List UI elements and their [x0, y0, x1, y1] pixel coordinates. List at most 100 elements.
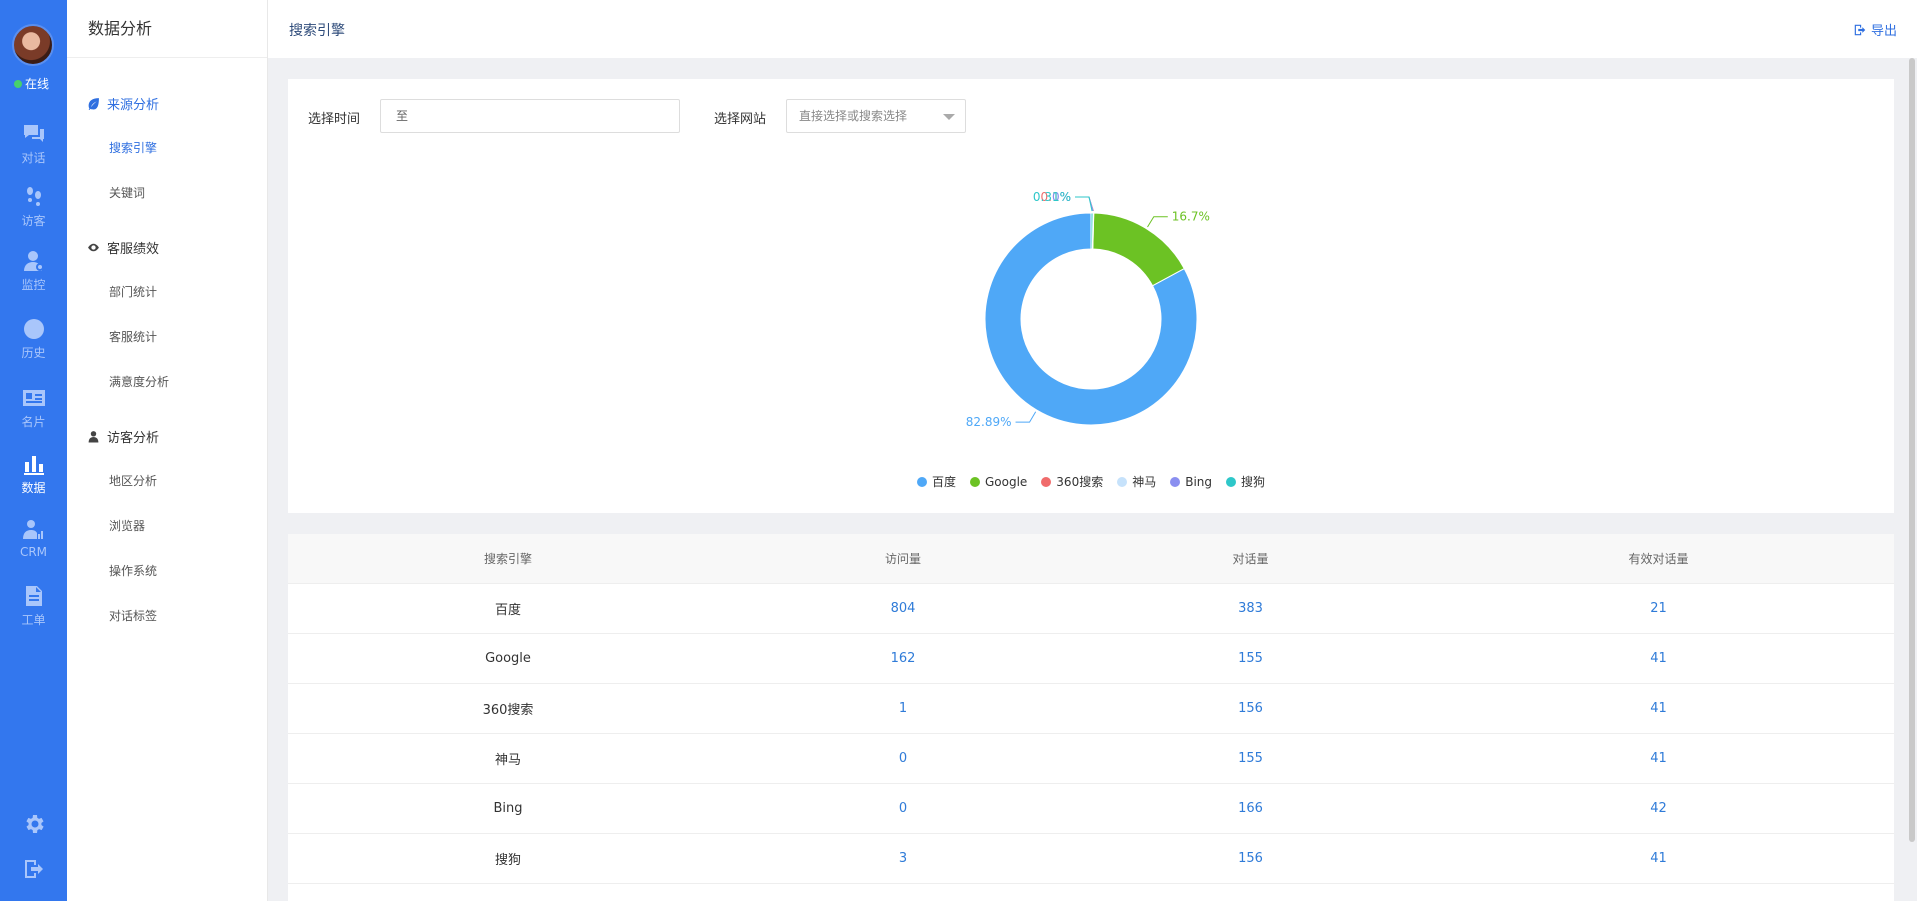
donut-slice[interactable] [1090, 212, 1094, 250]
status-label: 在线 [25, 77, 50, 91]
sidebar-item-satisfaction[interactable]: 满意度分析 [109, 375, 170, 389]
logout-icon [25, 860, 43, 878]
table-row: 百度 804 383 21 [288, 584, 1894, 634]
header-chats: 对话量 [1232, 552, 1269, 566]
value-cell: 41 [1650, 701, 1667, 716]
card-icon [22, 390, 45, 406]
settings-button[interactable] [22, 812, 46, 836]
slice-label: 82.89% [966, 415, 1012, 429]
legend-item[interactable]: 360搜索 [1041, 473, 1103, 490]
engine-name-cell: Bing [493, 801, 523, 816]
rail-item-label: 数据 [21, 481, 46, 495]
sidebar-group-performance[interactable]: 客服绩效 [87, 238, 159, 257]
value-cell: 166 [1238, 801, 1263, 816]
export-button[interactable]: 导出 [1853, 20, 1897, 39]
rail-item-ticket[interactable]: 工单 [0, 584, 67, 628]
legend-item[interactable]: Bing [1170, 473, 1212, 490]
rail-item-visitor[interactable]: 访客 [0, 185, 67, 229]
rail-item-monitor[interactable]: 监控 [0, 249, 67, 293]
engine-name-cell: 360搜索 [482, 703, 534, 718]
status-dot [14, 79, 22, 88]
rail-item-label: 历史 [21, 346, 46, 360]
rail-item-card[interactable]: 名片 [0, 386, 67, 430]
value-cell: 162 [890, 651, 916, 666]
site-select-placeholder: 直接选择或搜索选择 [799, 109, 908, 123]
legend-swatch [1226, 476, 1237, 487]
value-cell: 155 [1238, 651, 1263, 666]
legend-label: 百度 [931, 475, 956, 489]
value-cell: 1 [898, 701, 908, 716]
rail-item-history[interactable]: 历史 [0, 317, 67, 361]
donut-chart: 82.89%16.7%0.1%0%0%0.31% [966, 190, 1210, 429]
legend-swatch [916, 476, 927, 487]
header-valid-chats: 有效对话量 [1628, 552, 1689, 566]
sidebar-item-region[interactable]: 地区分析 [109, 474, 158, 488]
gear-icon [26, 815, 44, 833]
label-leader-line [1015, 411, 1037, 423]
value-cell: 156 [1238, 851, 1263, 866]
scrollbar[interactable] [1909, 58, 1915, 842]
legend-item[interactable]: 百度 [916, 473, 956, 490]
legend-item[interactable]: 神马 [1117, 473, 1156, 490]
online-status: 在线 [14, 75, 49, 92]
table-header: 搜索引擎 访问量 对话量 有效对话量 [288, 534, 1894, 584]
page-title: 搜索引擎 [289, 23, 345, 39]
engine-name-cell: 百度 [494, 603, 521, 618]
bar-chart-icon [23, 456, 44, 475]
page-header: 搜索引擎 导出 [268, 0, 1917, 58]
value-cell: 41 [1650, 751, 1667, 766]
value-cell: 3 [898, 851, 908, 866]
legend-item[interactable]: Google [969, 473, 1027, 490]
value-cell: 42 [1650, 801, 1667, 816]
value-cell: 41 [1650, 651, 1667, 666]
document-icon [25, 586, 42, 606]
monitor-icon [23, 251, 44, 271]
sidebar-group-label: 来源分析 [107, 98, 160, 113]
engine-name-cell: Google [485, 651, 531, 666]
site-filter-label: 选择网站 [714, 112, 767, 127]
sidebar-title: 数据分析 [67, 0, 267, 58]
table-row: 360搜索 1 156 41 [288, 684, 1894, 734]
rail-item-label: 监控 [21, 278, 46, 292]
date-range-input[interactable]: 至 [380, 99, 680, 133]
sidebar-group-source[interactable]: 来源分析 [87, 94, 159, 113]
sidebar-item-browser[interactable]: 浏览器 [109, 519, 146, 533]
slice-label: 16.7% [1172, 210, 1210, 224]
legend-item[interactable]: 搜狗 [1226, 473, 1265, 490]
legend-label: 神马 [1132, 475, 1157, 489]
secondary-sidebar: 数据分析 来源分析 搜索引擎 关键词 客服绩效 部门统计 客服统计 满意度分析 … [67, 0, 268, 901]
leaf-icon [88, 98, 99, 110]
value-cell: 383 [1238, 601, 1263, 616]
avatar[interactable] [12, 24, 54, 66]
sidebar-group-visitor[interactable]: 访客分析 [87, 427, 159, 446]
site-select[interactable]: 直接选择或搜索选择 [786, 99, 966, 133]
donut-slice[interactable] [1092, 212, 1185, 287]
table-row: 搜狗 3 156 41 [288, 834, 1894, 884]
value-cell: 0 [898, 801, 908, 816]
chevron-down-icon [943, 114, 955, 120]
donut-slice[interactable] [984, 212, 1198, 426]
rail-item-chat[interactable]: 对话 [0, 122, 67, 166]
chat-icon [23, 125, 44, 142]
icon-rail: 在线 对话 访客 监控 历史 名片 数据 CRM [0, 0, 67, 901]
rail-item-label: 对话 [21, 151, 46, 165]
rail-item-data[interactable]: 数据 [0, 452, 67, 496]
sidebar-item-department[interactable]: 部门统计 [109, 285, 158, 299]
label-leader-line [1075, 196, 1093, 212]
search-engine-table: 搜索引擎 访问量 对话量 有效对话量 百度 804 383 21 Google 162 15… [288, 534, 1894, 901]
slice-label: 0% [1052, 190, 1071, 204]
slice-label: 0% [1052, 190, 1071, 204]
chart-card: 选择时间 至 选择网站 直接选择或搜索选择 82.89% 16.7% 0.1% 0% 0… [288, 79, 1894, 513]
sidebar-item-search-engine[interactable]: 搜索引擎 [109, 141, 158, 155]
sidebar-item-os[interactable]: 操作系统 [109, 564, 158, 578]
rail-item-crm[interactable]: CRM [0, 518, 67, 559]
footprint-icon [26, 187, 41, 206]
sidebar-item-keywords[interactable]: 关键词 [109, 186, 146, 200]
logout-button[interactable] [22, 857, 46, 881]
sidebar-group-label: 客服绩效 [107, 242, 160, 257]
legend-label: 搜狗 [1241, 475, 1266, 489]
crm-icon [22, 520, 43, 539]
sidebar-item-agent[interactable]: 客服统计 [109, 330, 158, 344]
sidebar-item-chat-tags[interactable]: 对话标签 [109, 609, 158, 623]
